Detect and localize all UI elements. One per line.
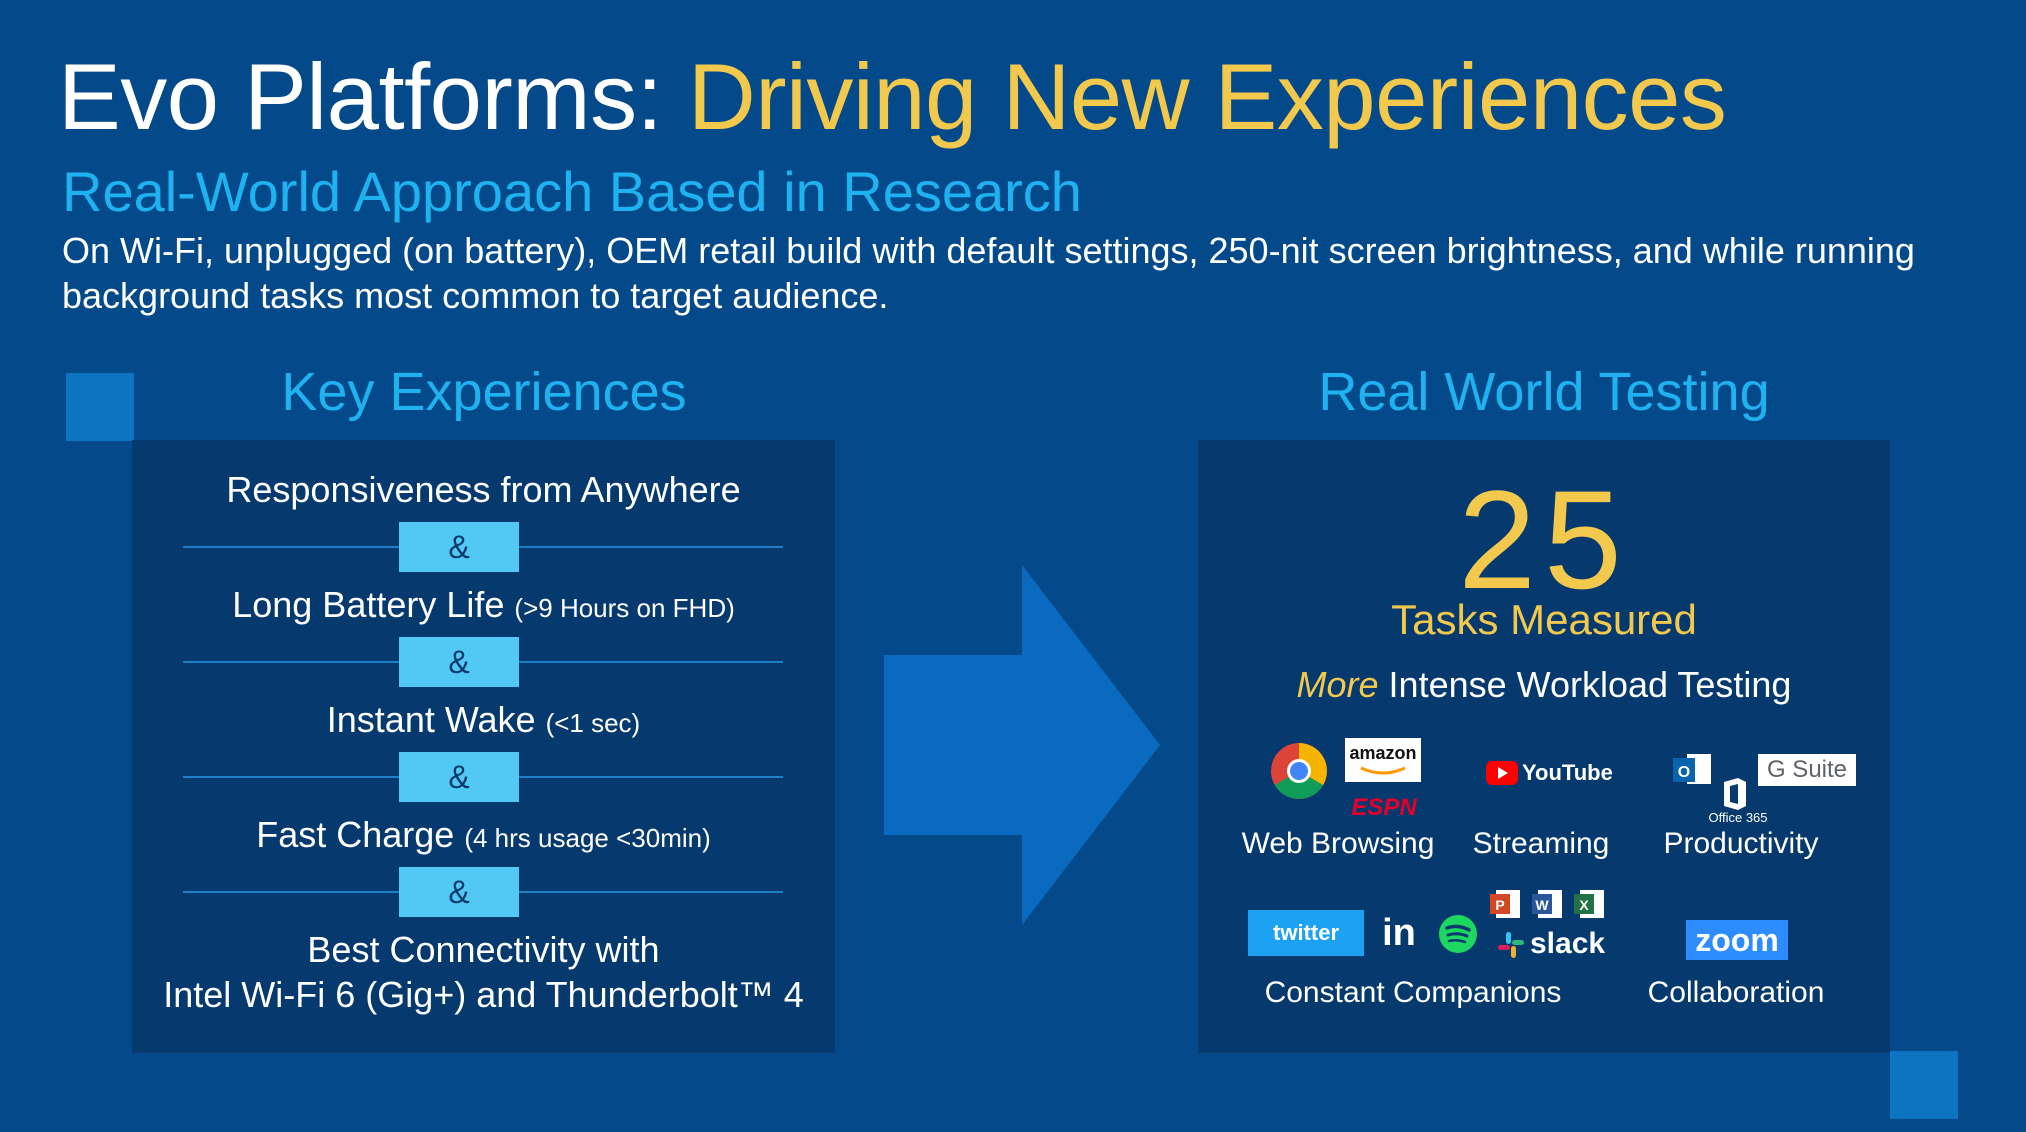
experience-item-battery: Long Battery Life (>9 Hours on FHD) <box>132 583 835 630</box>
slack-logo: slack <box>1496 926 1616 962</box>
twitter-logo: twitter <box>1248 910 1364 956</box>
gsuite-logo: G Suite <box>1758 754 1856 786</box>
svg-text:P: P <box>1495 897 1504 913</box>
svg-text:W: W <box>1535 897 1549 913</box>
workload-rest: Intense Workload Testing <box>1378 664 1792 705</box>
word-icon: W <box>1532 890 1562 918</box>
experience-main: Responsiveness from Anywhere <box>226 469 741 510</box>
right-arrow-icon <box>884 565 1160 925</box>
zoom-logo: zoom <box>1686 920 1788 960</box>
category-web-browsing: Web Browsing <box>1241 827 1435 860</box>
real-world-heading: Real World Testing <box>1318 362 1770 422</box>
experience-item-connectivity: Best Connectivity with <box>132 928 835 972</box>
tasks-count: 25 <box>1458 461 1630 618</box>
experience-main: Fast Charge <box>256 814 455 855</box>
experience-note: (<1 sec) <box>545 708 641 738</box>
category-streaming: Streaming <box>1472 827 1610 860</box>
office365-logo-text: Office 365 <box>1708 810 1768 825</box>
workload-text: More Intense Workload Testing <box>1198 660 1890 710</box>
experience-note: (4 hrs usage <30min) <box>464 823 711 853</box>
experience-item-instant-wake: Instant Wake (<1 sec) <box>132 698 835 745</box>
experience-main: Long Battery Life <box>232 584 505 625</box>
tasks-label: Tasks Measured <box>1391 596 1697 643</box>
accent-square-left <box>66 373 134 441</box>
svg-text:X: X <box>1579 897 1589 913</box>
and-box: & <box>399 522 519 572</box>
espn-logo: ESPN <box>1351 794 1417 821</box>
and-box: & <box>399 752 519 802</box>
title-part1: Evo Platforms: <box>58 44 688 149</box>
key-experiences-heading: Key Experiences <box>281 362 687 422</box>
svg-text:O: O <box>1678 764 1690 781</box>
category-productivity: Productivity <box>1663 827 1819 860</box>
powerpoint-icon: P <box>1490 890 1520 918</box>
amazon-smile-icon <box>1360 766 1406 775</box>
experience-item-responsiveness: Responsiveness from Anywhere <box>132 468 835 512</box>
category-collaboration: Collaboration <box>1647 976 1825 1009</box>
chrome-icon <box>1271 743 1327 799</box>
spotify-icon <box>1439 915 1477 953</box>
title-part2: Driving New Experiences <box>687 44 1727 149</box>
slide-subtitle: Real-World Approach Based in Research <box>62 160 1082 223</box>
experience-note: (>9 Hours on FHD) <box>514 593 735 623</box>
slide-description: On Wi-Fi, unplugged (on battery), OEM re… <box>62 230 1915 316</box>
and-box: & <box>399 637 519 687</box>
accent-square-right <box>1890 1051 1958 1119</box>
youtube-logo: YouTube <box>1486 758 1613 788</box>
slack-hash-icon <box>1498 932 1524 958</box>
outlook-icon: O <box>1673 754 1711 784</box>
experience-main: Best Connectivity with <box>307 929 660 970</box>
experience-main: Instant Wake <box>326 699 536 740</box>
experience-item-connectivity-line2: Intel Wi-Fi 6 (Gig+) and Thunderbolt™ 4 <box>163 974 804 1015</box>
linkedin-icon: in <box>1382 912 1416 954</box>
workload-more: More <box>1296 664 1379 705</box>
category-constant-companions: Constant Companions <box>1264 976 1562 1009</box>
office365-icon <box>1724 778 1746 810</box>
youtube-play-icon <box>1486 761 1518 785</box>
real-world-panel: 25 Tasks Measured More Intense Workload … <box>1198 440 1890 1053</box>
and-box: & <box>399 867 519 917</box>
slack-logo-text: slack <box>1530 927 1606 960</box>
amazon-logo-text: amazon <box>1349 743 1417 763</box>
key-experiences-panel: Responsiveness from Anywhere & Long Batt… <box>132 440 835 1053</box>
slide-title: Evo Platforms: Driving New Experiences <box>58 42 1727 152</box>
experience-item-fast-charge: Fast Charge (4 hrs usage <30min) <box>132 813 835 860</box>
youtube-logo-text: YouTube <box>1522 760 1613 785</box>
amazon-logo: amazon <box>1345 738 1421 782</box>
excel-icon: X <box>1574 890 1604 918</box>
